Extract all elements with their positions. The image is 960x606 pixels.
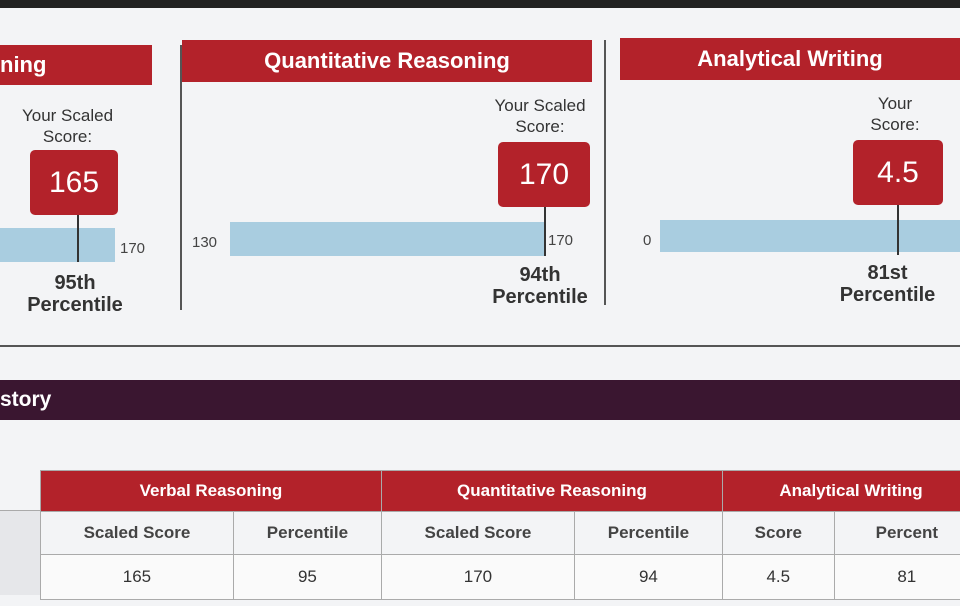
panel-title: Quantitative Reasoning <box>182 40 592 82</box>
column-header: Percentile <box>232 511 382 555</box>
range-min: 0 <box>643 232 652 249</box>
percentile: 94th Percentile <box>492 264 588 308</box>
column-header: Scaled Score <box>380 511 575 555</box>
column-header: Score <box>721 511 835 555</box>
panel-title: Analytical Writing <box>620 38 960 80</box>
group-header: Analytical Writing <box>721 470 960 512</box>
separator <box>604 40 606 305</box>
score-bar <box>0 228 115 262</box>
score-bar <box>660 220 960 252</box>
score-label: Your Scaled Score: <box>494 96 586 136</box>
cell: 94 <box>573 554 723 600</box>
score-value: 165 <box>30 150 118 215</box>
group-header: Verbal Reasoning <box>40 470 382 512</box>
range-max: 170 <box>120 240 146 257</box>
range-max: 170 <box>548 232 574 249</box>
cell: 95 <box>232 554 382 600</box>
cell: 165 <box>40 554 234 600</box>
separator <box>180 45 182 310</box>
row-stub <box>0 510 40 595</box>
score-bar <box>230 222 545 256</box>
score-label: Your Scaled Score: <box>21 106 114 146</box>
cell: 170 <box>380 554 575 600</box>
column-header: Percent <box>833 511 960 555</box>
score-pointer <box>544 200 546 256</box>
column-header: Percentile <box>573 511 723 555</box>
range-min: 130 <box>192 234 218 251</box>
percentile: 81st Percentile <box>839 262 936 306</box>
score-pointer <box>897 200 899 255</box>
score-value: 170 <box>498 142 590 207</box>
top-bar <box>0 0 960 8</box>
panel-title: ning <box>0 45 152 85</box>
score-pointer <box>77 210 79 262</box>
score-value: 4.5 <box>853 140 943 205</box>
history-table: Verbal Reasoning Quantitative Reasoning … <box>40 470 960 600</box>
score-label: Your Score: <box>870 94 920 134</box>
group-header: Quantitative Reasoning <box>380 470 723 512</box>
cell: 4.5 <box>721 554 835 600</box>
cell: 81 <box>833 554 960 600</box>
percentile: 95th Percentile <box>27 272 123 316</box>
section-title: story <box>0 380 960 420</box>
column-header: Scaled Score <box>40 511 234 555</box>
divider <box>0 345 960 347</box>
